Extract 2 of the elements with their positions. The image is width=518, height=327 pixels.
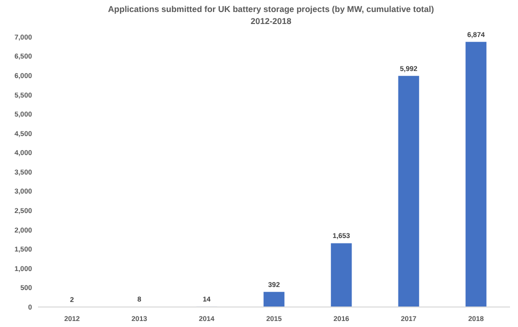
chart-title: Applications submitted for UK battery storage projects (by MW, cumulative total) — [108, 4, 434, 14]
chart-subtitle: 2012-2018 — [250, 16, 292, 26]
